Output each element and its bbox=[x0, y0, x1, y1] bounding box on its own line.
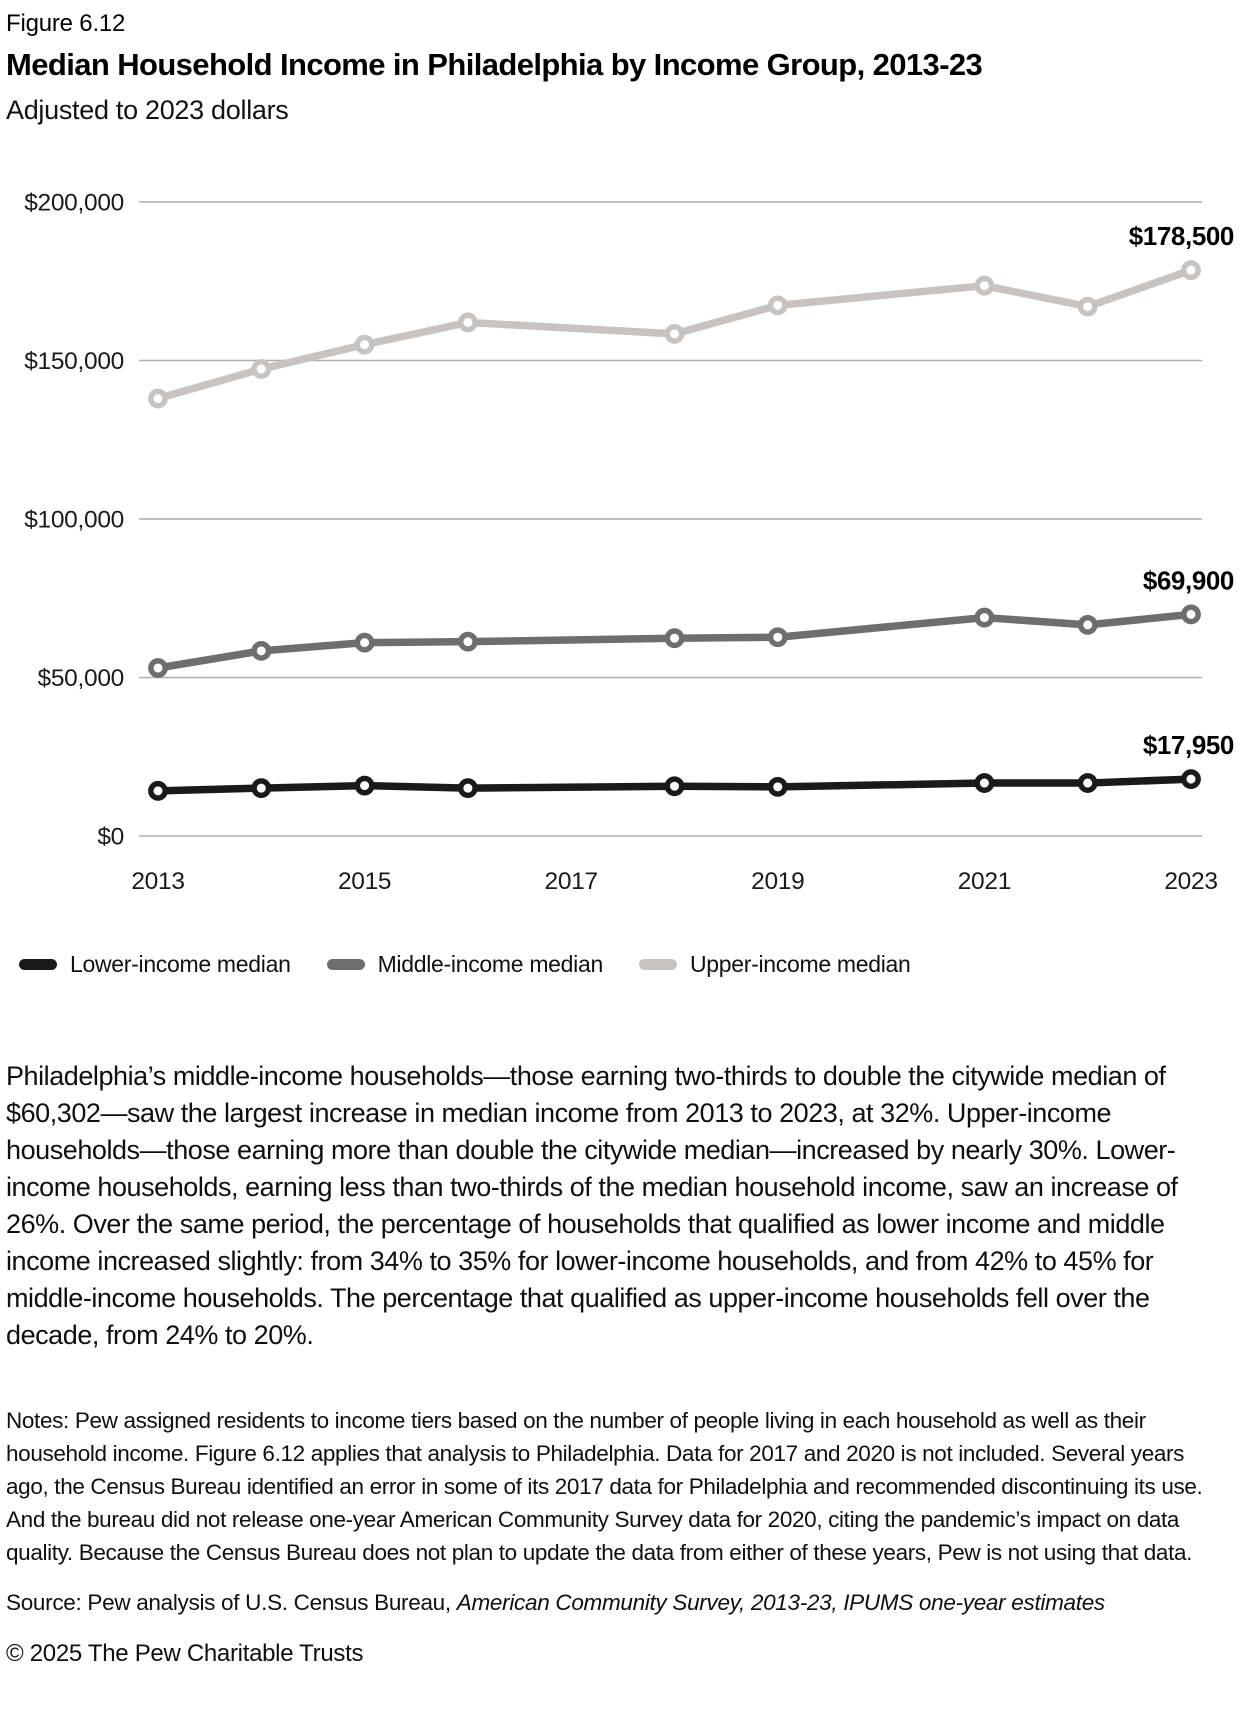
x-axis-tick-label: 2017 bbox=[545, 868, 598, 895]
copyright-line: © 2025 The Pew Charitable Trusts bbox=[6, 1640, 364, 1667]
x-axis-tick-label: 2013 bbox=[131, 868, 184, 895]
data-point-marker bbox=[354, 775, 375, 796]
data-point-marker bbox=[974, 607, 995, 628]
series-end-value-label: $178,500 bbox=[1129, 221, 1234, 251]
legend-label: Middle-income median bbox=[377, 951, 604, 977]
y-axis-tick-label: $150,000 bbox=[24, 348, 124, 375]
y-axis-tick-label: $100,000 bbox=[24, 507, 124, 534]
data-point-marker bbox=[354, 334, 375, 355]
data-point-marker bbox=[664, 776, 685, 797]
x-axis-tick-label: 2019 bbox=[751, 868, 804, 895]
figure-label: Figure 6.12 bbox=[6, 10, 126, 37]
data-point-marker bbox=[1181, 260, 1201, 281]
source-prefix: Source: Pew analysis of U.S. Census Bure… bbox=[6, 1590, 457, 1615]
legend-label: Upper-income median bbox=[689, 951, 911, 977]
line-chart: $0 $50,000 $100,000 $150,000 $200,000 2013 201… bbox=[6, 152, 1234, 978]
data-point-marker bbox=[354, 632, 375, 653]
legend-swatch bbox=[19, 959, 57, 970]
data-point-marker bbox=[1077, 296, 1098, 317]
data-point-marker bbox=[251, 359, 272, 379]
data-point-marker bbox=[1181, 604, 1201, 625]
legend-label: Lower-income median bbox=[70, 951, 291, 977]
data-point-marker bbox=[148, 388, 168, 409]
x-axis-tick-label: 2023 bbox=[1164, 868, 1217, 895]
data-point-marker bbox=[148, 780, 168, 801]
data-point-marker bbox=[457, 778, 478, 799]
data-point-marker bbox=[1181, 769, 1201, 789]
legend-item: Middle-income median bbox=[326, 951, 604, 978]
data-point-marker bbox=[457, 312, 478, 333]
report-page: Figure 6.12 Median Household Income in P… bbox=[6, 10, 1234, 1667]
data-point-marker bbox=[767, 627, 788, 648]
y-axis-tick-label: $50,000 bbox=[38, 665, 124, 692]
notes-text: Notes: Pew assigned residents to income … bbox=[6, 1408, 1203, 1565]
y-axis-tick-label: $200,000 bbox=[24, 190, 124, 217]
source-citation-italic: American Community Survey, 2013-23, IPUM… bbox=[456, 1590, 1105, 1615]
body-paragraph: Philadelphia’s middle-income households—… bbox=[6, 1061, 1178, 1350]
chart-canvas: $0 $50,000 $100,000 $150,000 $200,000 2013 201… bbox=[24, 190, 1234, 896]
data-point-marker bbox=[974, 773, 995, 793]
data-point-marker bbox=[457, 631, 478, 652]
legend-item: Upper-income median bbox=[638, 951, 911, 978]
data-point-marker bbox=[1077, 614, 1098, 635]
legend-swatch bbox=[638, 959, 677, 970]
data-point-marker bbox=[767, 776, 788, 797]
data-point-marker bbox=[664, 323, 685, 344]
data-point-marker bbox=[148, 658, 168, 678]
data-point-marker bbox=[767, 295, 788, 316]
series-end-value-label: $69,900 bbox=[1143, 565, 1234, 595]
source-line: Source: Pew analysis of U.S. Census Bure… bbox=[6, 1590, 1232, 1616]
data-point-marker bbox=[1077, 773, 1098, 793]
legend-swatch bbox=[326, 959, 365, 970]
series-end-value-label: $17,950 bbox=[1143, 730, 1234, 760]
data-point-marker bbox=[664, 628, 685, 649]
chart-title: Median Household Income in Philadelphia … bbox=[6, 47, 983, 82]
chart-legend: Lower-income median Middle-income median U… bbox=[19, 951, 1232, 978]
data-point-marker bbox=[974, 275, 995, 296]
legend-item: Lower-income median bbox=[19, 951, 291, 978]
x-axis-tick-label: 2021 bbox=[958, 868, 1011, 895]
y-axis-tick-label: $0 bbox=[97, 824, 124, 851]
data-point-marker bbox=[251, 778, 272, 799]
data-point-marker bbox=[251, 640, 272, 661]
chart-subtitle: Adjusted to 2023 dollars bbox=[6, 95, 289, 125]
x-axis-tick-label: 2015 bbox=[338, 868, 391, 895]
